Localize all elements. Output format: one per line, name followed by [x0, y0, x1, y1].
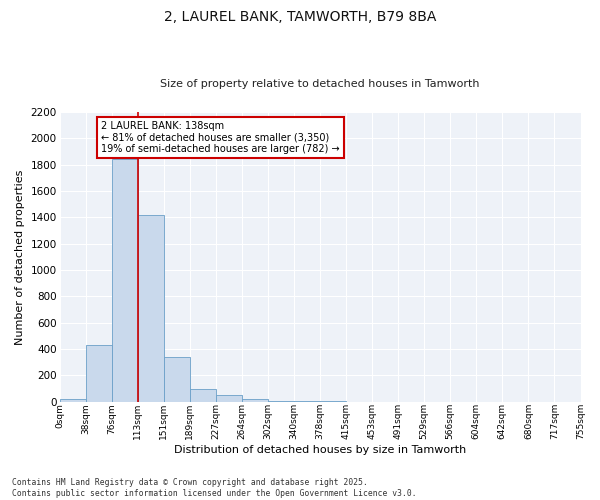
- Text: 2 LAUREL BANK: 138sqm
← 81% of detached houses are smaller (3,350)
19% of semi-d: 2 LAUREL BANK: 138sqm ← 81% of detached …: [101, 120, 340, 154]
- Bar: [268, 400, 294, 402]
- Bar: [216, 395, 242, 402]
- Bar: [112, 160, 138, 402]
- X-axis label: Distribution of detached houses by size in Tamworth: Distribution of detached houses by size …: [174, 445, 466, 455]
- Y-axis label: Number of detached properties: Number of detached properties: [15, 169, 25, 344]
- Title: Size of property relative to detached houses in Tamworth: Size of property relative to detached ho…: [160, 79, 480, 89]
- Bar: [138, 214, 164, 402]
- Bar: [242, 399, 268, 402]
- Text: Contains HM Land Registry data © Crown copyright and database right 2025.
Contai: Contains HM Land Registry data © Crown c…: [12, 478, 416, 498]
- Text: 2, LAUREL BANK, TAMWORTH, B79 8BA: 2, LAUREL BANK, TAMWORTH, B79 8BA: [164, 10, 436, 24]
- Bar: [190, 389, 216, 402]
- Bar: [164, 357, 190, 402]
- Bar: [86, 345, 112, 402]
- Bar: [59, 399, 86, 402]
